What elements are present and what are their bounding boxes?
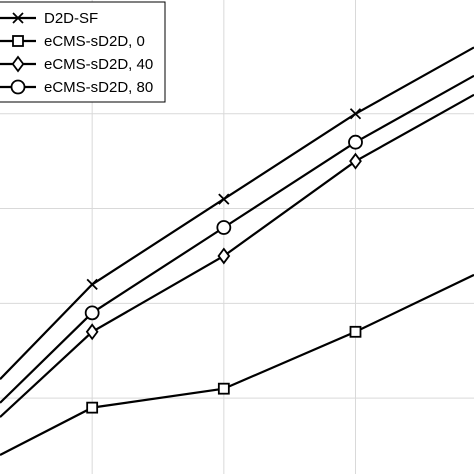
data-point-square <box>349 325 362 338</box>
data-point-diamond <box>217 247 231 265</box>
legend-marker-x <box>12 12 24 24</box>
legend-label: eCMS-sD2D, 0 <box>44 33 145 50</box>
legend-marker-square <box>12 35 24 47</box>
data-point-x <box>86 278 98 291</box>
legend-label: D2D-SF <box>44 10 98 27</box>
data-point-square <box>217 382 230 395</box>
data-point-x <box>349 108 362 120</box>
legend-label: eCMS-sD2D, 40 <box>44 56 153 73</box>
legend-entry: eCMS-sD2D, 0 <box>0 33 145 50</box>
data-point-square <box>86 401 99 414</box>
legend-label: eCMS-sD2D, 80 <box>44 79 153 96</box>
legend-entry: D2D-SF <box>0 10 98 27</box>
legend-marker-diamond <box>11 55 25 73</box>
legend-entry: eCMS-sD2D, 80 <box>0 79 153 96</box>
data-point-circle <box>216 220 232 235</box>
data-point-circle <box>84 305 100 321</box>
data-point-circle <box>348 134 363 150</box>
data-point-diamond <box>85 323 99 341</box>
legend-entry: eCMS-sD2D, 40 <box>0 55 153 73</box>
legend-marker-circle <box>10 79 26 95</box>
data-point-diamond <box>349 152 362 170</box>
legend: D2D-SF eCMS-sD2D, 0 eCMS-sD2D, 40 eCMS-sD2D… <box>0 1 166 103</box>
data-point-x <box>218 193 230 205</box>
series-markers <box>84 108 363 414</box>
